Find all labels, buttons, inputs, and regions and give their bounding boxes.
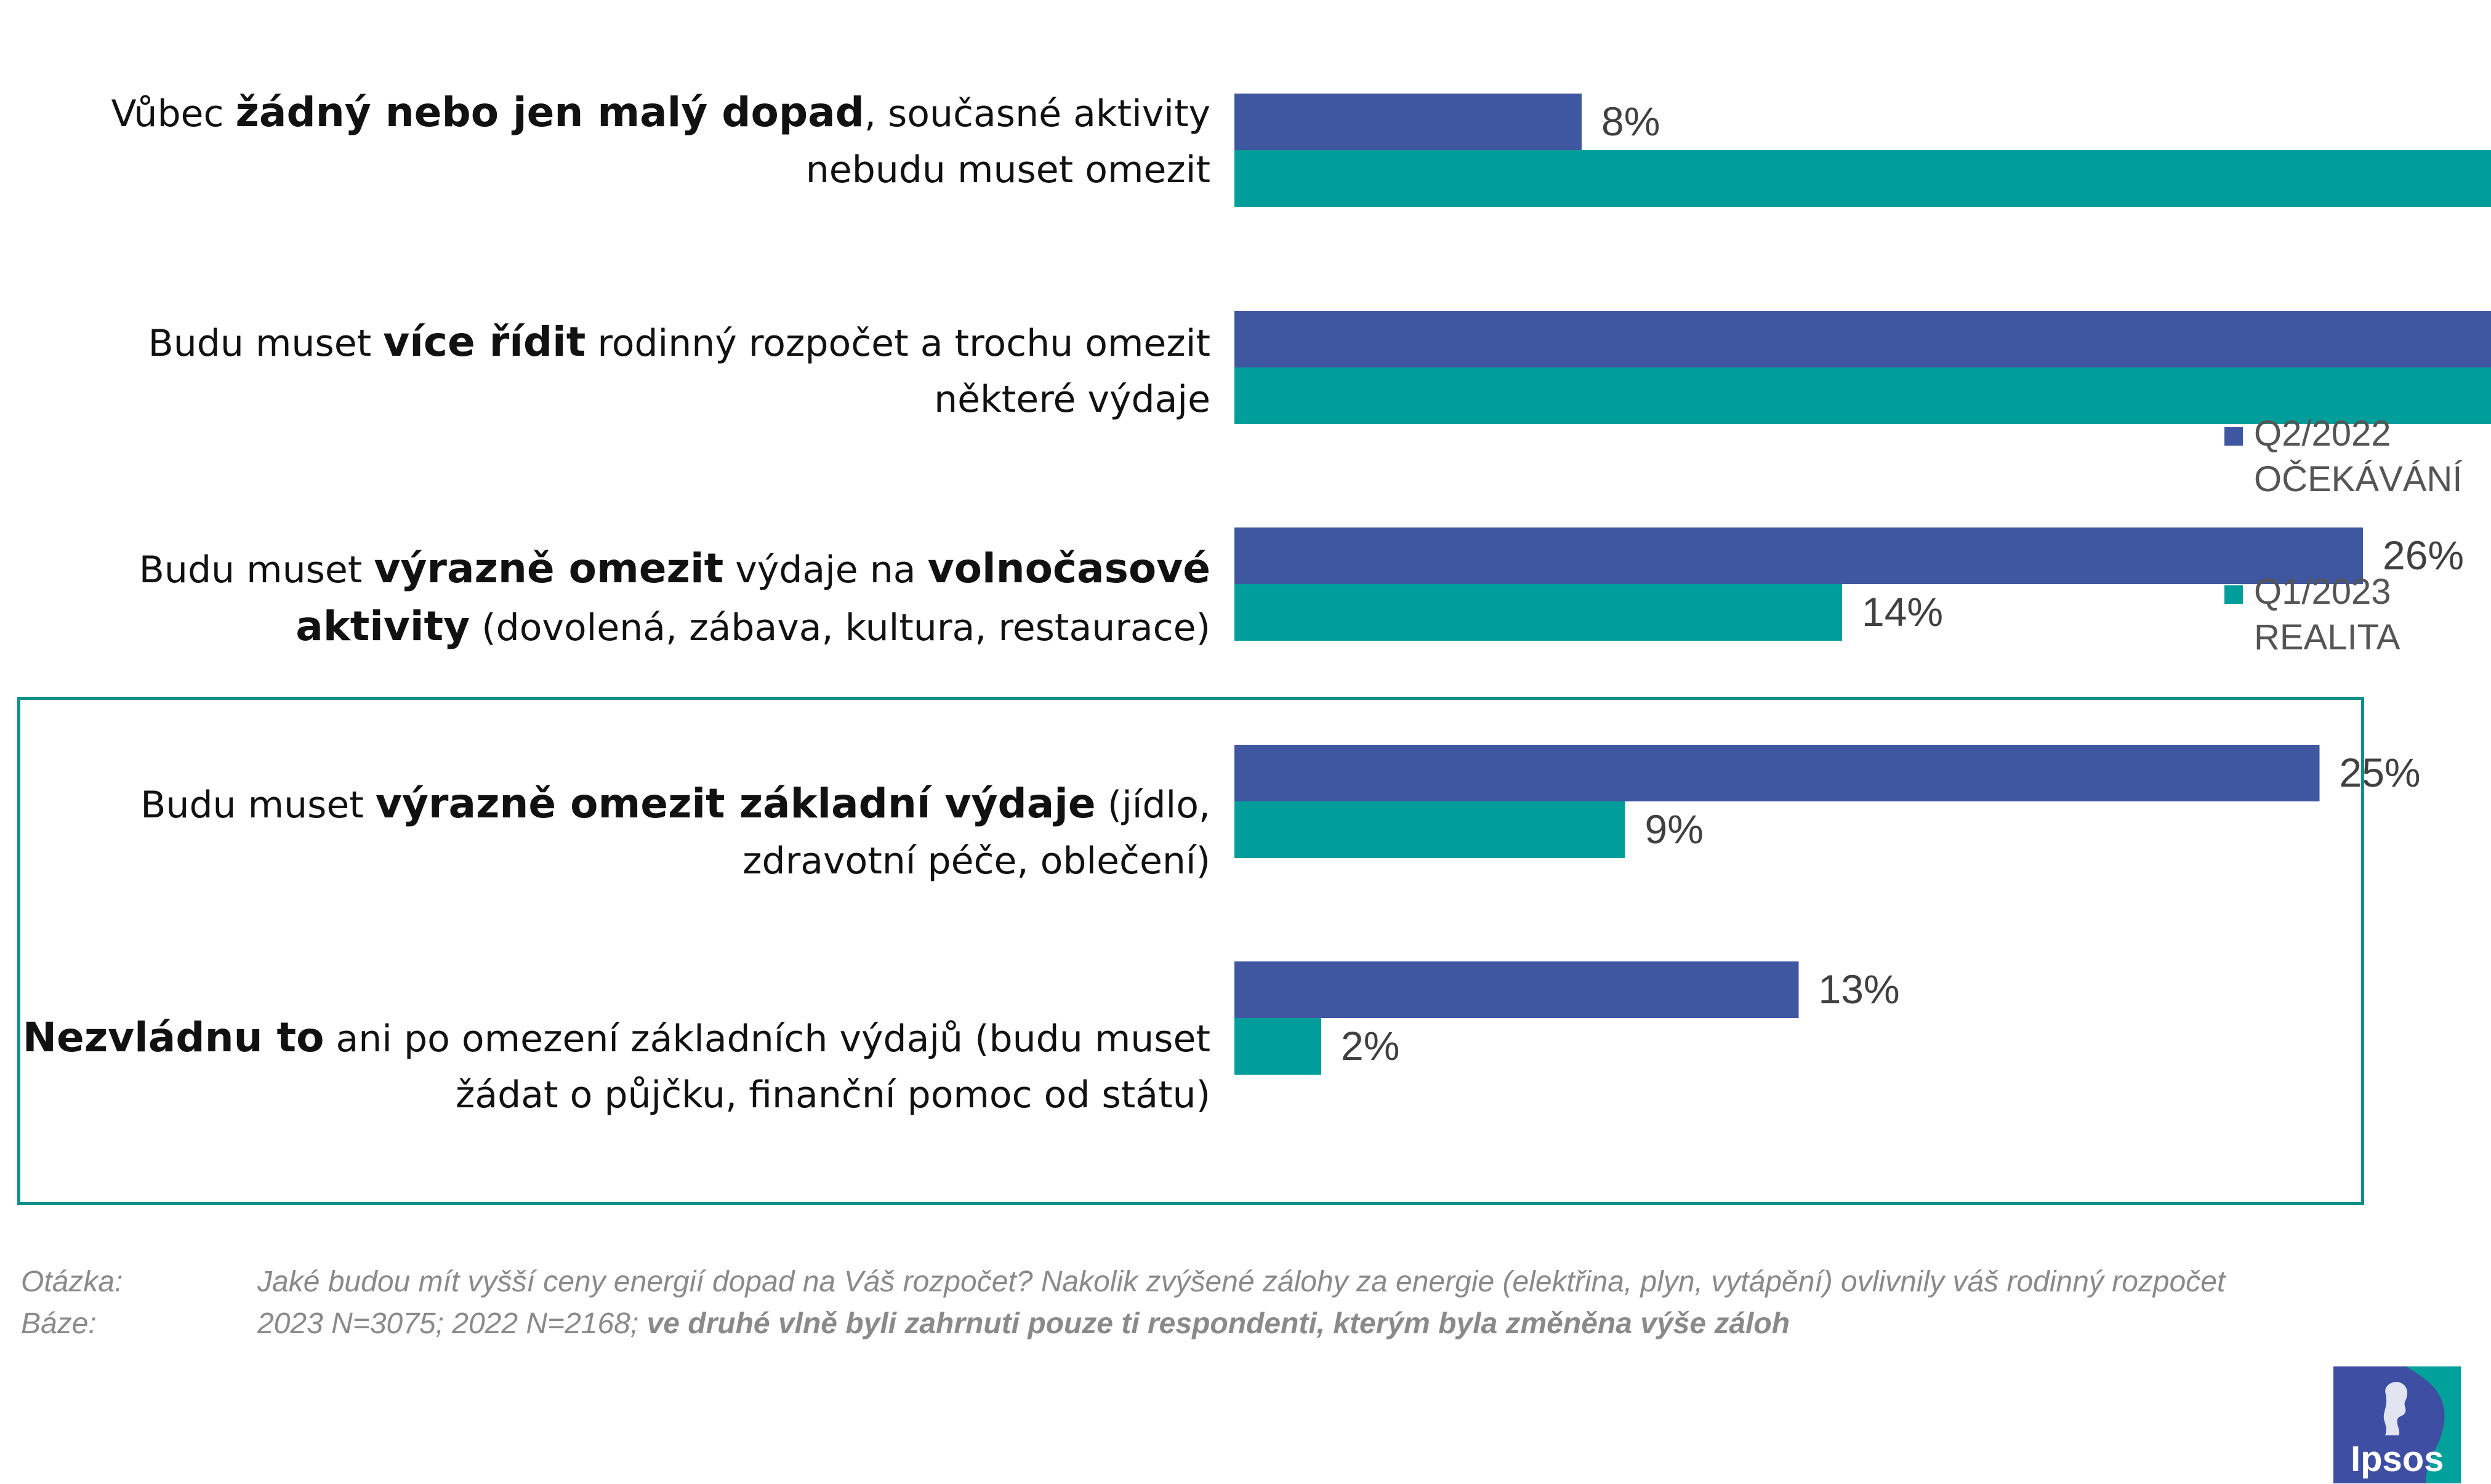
category-label-5-part-2: ani po omezení základních výdajů (budu m… (324, 1017, 1211, 1061)
category-label-5-part-4: žádat o půjčku, finanční pomoc od státu) (455, 1073, 1210, 1117)
category-label-5-part-1: Nezvládnu to (22, 1014, 324, 1061)
base-note: ve druhé vlně byli zahrnuti pouze ti res… (646, 1307, 1790, 1340)
base-label: Báze: (21, 1307, 97, 1340)
legend-swatch (2224, 585, 2243, 604)
bar-q2-2022-3 (1234, 527, 2363, 584)
highlight-box (17, 697, 2364, 1205)
bar-q1-2023-3 (1234, 584, 1842, 641)
category-label-3-part-4: volnočasové (927, 545, 1210, 592)
ipsos-logo: Ipsos (2333, 1366, 2461, 1483)
question-text: Jaké budou mít vyšší ceny energií dopad … (257, 1265, 2226, 1298)
base-text: 2023 N=3075; 2022 N=2168; (257, 1307, 639, 1340)
category-label-1-part-1: Vůbec (111, 92, 236, 135)
category-label-4-part-2: výrazně omezit základní výdaje (375, 780, 1096, 827)
legend-item-q1-2023: Q1/2023 REALITA (2224, 569, 2400, 660)
category-label-4-part-1: Budu muset (140, 784, 376, 827)
legend-label-line-1: Q1/2023 (2254, 572, 2391, 612)
category-label-1-part-2: žádný nebo jen malý dopad (235, 89, 864, 136)
legend-label-line-2: REALITA (2254, 617, 2400, 657)
data-label-q2-2022-5: 13% (1819, 966, 1900, 1012)
category-label-3-part-7: (dovolená, zábava, kultura, restaurace) (470, 606, 1210, 649)
category-label-3: Budu muset výrazně omezit výdaje na voln… (10, 540, 1210, 656)
data-label-q2-2022-3: 26% (2383, 532, 2464, 578)
category-label-5: Nezvládnu to ani po omezení základních v… (10, 1009, 1210, 1123)
category-label-4-part-3: (jídlo, (1095, 784, 1210, 827)
data-label-q1-2023-3: 14% (1862, 589, 1943, 635)
logo-text: Ipsos (2351, 1439, 2444, 1479)
legend-label-line-2: OČEKÁVÁNÍ (2254, 459, 2463, 499)
category-label-4: Budu muset výrazně omezit základní výdaj… (10, 776, 1210, 889)
data-label-q2-2022-4: 25% (2340, 750, 2421, 795)
category-label-2-part-5: některé výdaje (934, 378, 1210, 421)
category-label-3-part-1: Budu muset (139, 548, 374, 592)
category-label-1-part-3: , současné aktivity (864, 92, 1210, 135)
base-line: 2023 N=3075; 2022 N=2168; ve druhé vlně … (257, 1305, 1790, 1343)
category-label-2: Budu muset více řídit rodinný rozpočet a… (10, 314, 1210, 428)
bar-q1-2023-2 (1234, 367, 2491, 424)
category-label-3-part-6: aktivity (296, 603, 470, 650)
data-label-q1-2023-5: 2% (1341, 1023, 1399, 1069)
question-label: Otázka: (21, 1265, 123, 1298)
logo-accent (2406, 1366, 2461, 1483)
bar-q1-2023-1 (1234, 150, 2491, 207)
category-label-3-part-2: výrazně omezit (374, 545, 724, 592)
data-label-q2-2022-1: 8% (1601, 98, 1660, 144)
category-label-1: Vůbec žádný nebo jen malý dopad, současn… (10, 84, 1210, 198)
bar-q2-2022-4 (1234, 745, 2320, 801)
legend-swatch (2224, 427, 2243, 446)
bar-q2-2022-2 (1234, 311, 2491, 367)
category-label-1-part-5: nebudu muset omezit (805, 148, 1210, 191)
category-label-2-part-3: rodinný rozpočet a trochu omezit (586, 322, 1210, 365)
bar-q2-2022-5 (1234, 961, 1799, 1018)
logo-profile-icon (2383, 1382, 2407, 1435)
bar-q1-2023-4 (1234, 801, 1625, 858)
legend-label-line-1: Q2/2022 (2254, 414, 2391, 454)
bar-q1-2023-5 (1234, 1018, 1321, 1075)
data-label-q1-2023-4: 9% (1645, 806, 1704, 852)
category-label-4-part-5: zdravotní péče, oblečení) (742, 840, 1210, 883)
category-label-2-part-2: více řídit (383, 318, 586, 366)
legend-item-q2-2022: Q2/2022 OČEKÁVÁNÍ (2224, 411, 2462, 502)
category-label-2-part-1: Budu muset (148, 322, 384, 365)
bar-q2-2022-1 (1234, 94, 1582, 150)
category-label-3-part-3: výdaje na (723, 548, 928, 592)
